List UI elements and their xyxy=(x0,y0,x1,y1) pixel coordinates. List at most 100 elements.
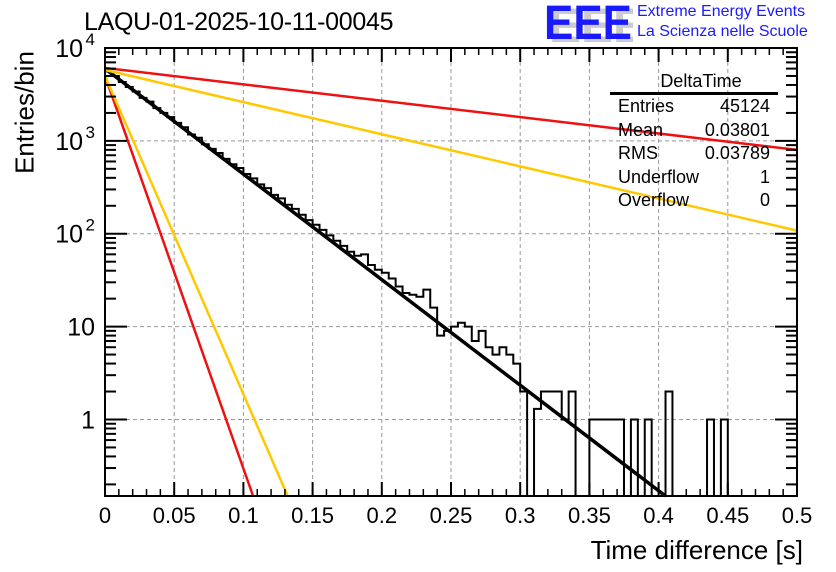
histogram-bin xyxy=(119,82,126,496)
eee-logo: EEE EEE xyxy=(544,2,633,44)
histogram-bin xyxy=(520,392,527,496)
line-orange-steep xyxy=(103,75,289,497)
histogram-bin xyxy=(216,153,223,496)
histogram-bin xyxy=(596,419,603,496)
x-tick-label: 0.25 xyxy=(430,503,473,528)
histogram-bin xyxy=(257,184,264,496)
x-tick-label: 0.35 xyxy=(568,503,611,528)
histogram-bin xyxy=(250,178,257,496)
chart-title: LAQU-01-2025-10-11-00045 xyxy=(84,8,394,36)
histogram-bin xyxy=(105,71,112,496)
y-axis-label: Entries/bin xyxy=(9,51,40,174)
x-tick-label: 0.5 xyxy=(782,503,813,528)
histogram-bin xyxy=(147,102,154,496)
histogram-bin xyxy=(409,295,416,496)
stats-value: 0 xyxy=(759,190,770,210)
logo-text: Extreme Energy Events La Scienza nelle S… xyxy=(637,2,808,42)
line-red-steep xyxy=(103,75,255,497)
stats-value: 45124 xyxy=(719,96,770,116)
histogram-bin xyxy=(396,287,403,496)
histogram-bin xyxy=(631,419,638,496)
histogram-bin xyxy=(472,341,479,496)
stats-row-entries: Entries 45124 xyxy=(610,95,780,119)
histogram-bin xyxy=(423,290,430,496)
histogram-bin xyxy=(666,392,673,496)
histogram-bin xyxy=(707,419,714,496)
stats-label: Entries xyxy=(618,96,675,116)
stats-value: 1 xyxy=(759,166,770,187)
stats-label: Underflow xyxy=(618,166,700,187)
histogram-bin xyxy=(403,293,410,496)
histogram-bin xyxy=(534,409,541,496)
y-tick-exponent: 2 xyxy=(86,216,95,235)
x-tick-label: 0.2 xyxy=(367,503,398,528)
y-tick-label: 10 xyxy=(55,35,83,63)
x-tick-label: 0.4 xyxy=(643,503,674,528)
x-axis: 0 0.05 0.1 0.15 0.2 0.25 0.3 0.35 0.4 0.45 0.5 xyxy=(99,48,812,528)
histogram-bin xyxy=(375,270,382,496)
x-tick-label: 0.05 xyxy=(153,503,196,528)
histogram-bin xyxy=(589,419,596,496)
stats-label: RMS xyxy=(618,143,658,163)
histogram-bin xyxy=(430,308,437,496)
y-tick-label: 10 xyxy=(55,128,83,156)
stats-label: Mean xyxy=(618,119,664,140)
x-tick-label: 0.45 xyxy=(706,503,749,528)
histogram-bin xyxy=(368,265,375,496)
stats-row-overflow: Overflow 0 xyxy=(610,189,780,213)
histogram-bin xyxy=(243,174,250,496)
stats-value: 0.03789 xyxy=(704,143,770,163)
histogram-bin xyxy=(195,138,202,496)
histogram-bin xyxy=(326,235,333,496)
x-tick-label: 0 xyxy=(99,503,111,528)
histogram-bin xyxy=(236,168,243,496)
histogram-bin xyxy=(493,355,500,496)
histogram-bin xyxy=(437,336,444,496)
histogram-bin xyxy=(465,327,472,496)
histogram-bin xyxy=(382,273,389,496)
histogram-bin xyxy=(569,392,576,496)
histogram-bin xyxy=(486,347,493,496)
stats-row-rms: RMS 0.03789 xyxy=(610,142,780,166)
stats-title: DeltaTime xyxy=(660,71,742,91)
logo-shadow: EEE xyxy=(549,2,633,44)
line-orange-shallow xyxy=(104,68,798,232)
logo-line1: Extreme Energy Events xyxy=(637,3,806,20)
stats-row-mean: Mean 0.03801 xyxy=(610,119,780,143)
y-tick-label: 10 xyxy=(55,221,83,249)
histogram-bin xyxy=(721,419,728,496)
x-tick-label: 0.15 xyxy=(291,503,334,528)
histogram-bin xyxy=(458,323,465,496)
x-tick-label: 0.3 xyxy=(505,503,536,528)
histogram-bin xyxy=(160,113,167,496)
y-tick-exponent: 4 xyxy=(86,30,95,49)
histogram-bin xyxy=(347,252,354,496)
stats-box: DeltaTime Entries 45124 Mean 0.03801 RMS 0.… xyxy=(610,70,780,213)
line-fit xyxy=(103,67,667,498)
histogram-bin xyxy=(555,392,562,496)
histogram-bin xyxy=(451,327,458,496)
fit-lines xyxy=(103,66,798,498)
stats-value: 0.03801 xyxy=(704,119,770,140)
histogram-bin xyxy=(562,419,569,496)
histogram-bin xyxy=(292,209,299,496)
histogram-bin xyxy=(333,241,340,496)
y-tick-label: 10 xyxy=(67,314,95,342)
histogram-bin xyxy=(361,254,368,496)
stats-row-underflow: Underflow 1 xyxy=(610,166,780,190)
histogram-bin xyxy=(444,331,451,496)
histogram-bin xyxy=(603,419,610,496)
histogram-bin xyxy=(174,123,181,496)
histogram-bin xyxy=(223,159,230,496)
stats-label: Overflow xyxy=(618,190,690,210)
x-tick-label: 0.1 xyxy=(228,503,259,528)
histogram-bin xyxy=(306,220,313,496)
histogram-bin xyxy=(285,205,292,496)
histogram-bin xyxy=(202,144,209,496)
histogram-bin xyxy=(354,256,361,496)
histogram-bin xyxy=(313,225,320,496)
line-red-shallow xyxy=(104,66,798,152)
histogram-bin xyxy=(167,117,174,496)
